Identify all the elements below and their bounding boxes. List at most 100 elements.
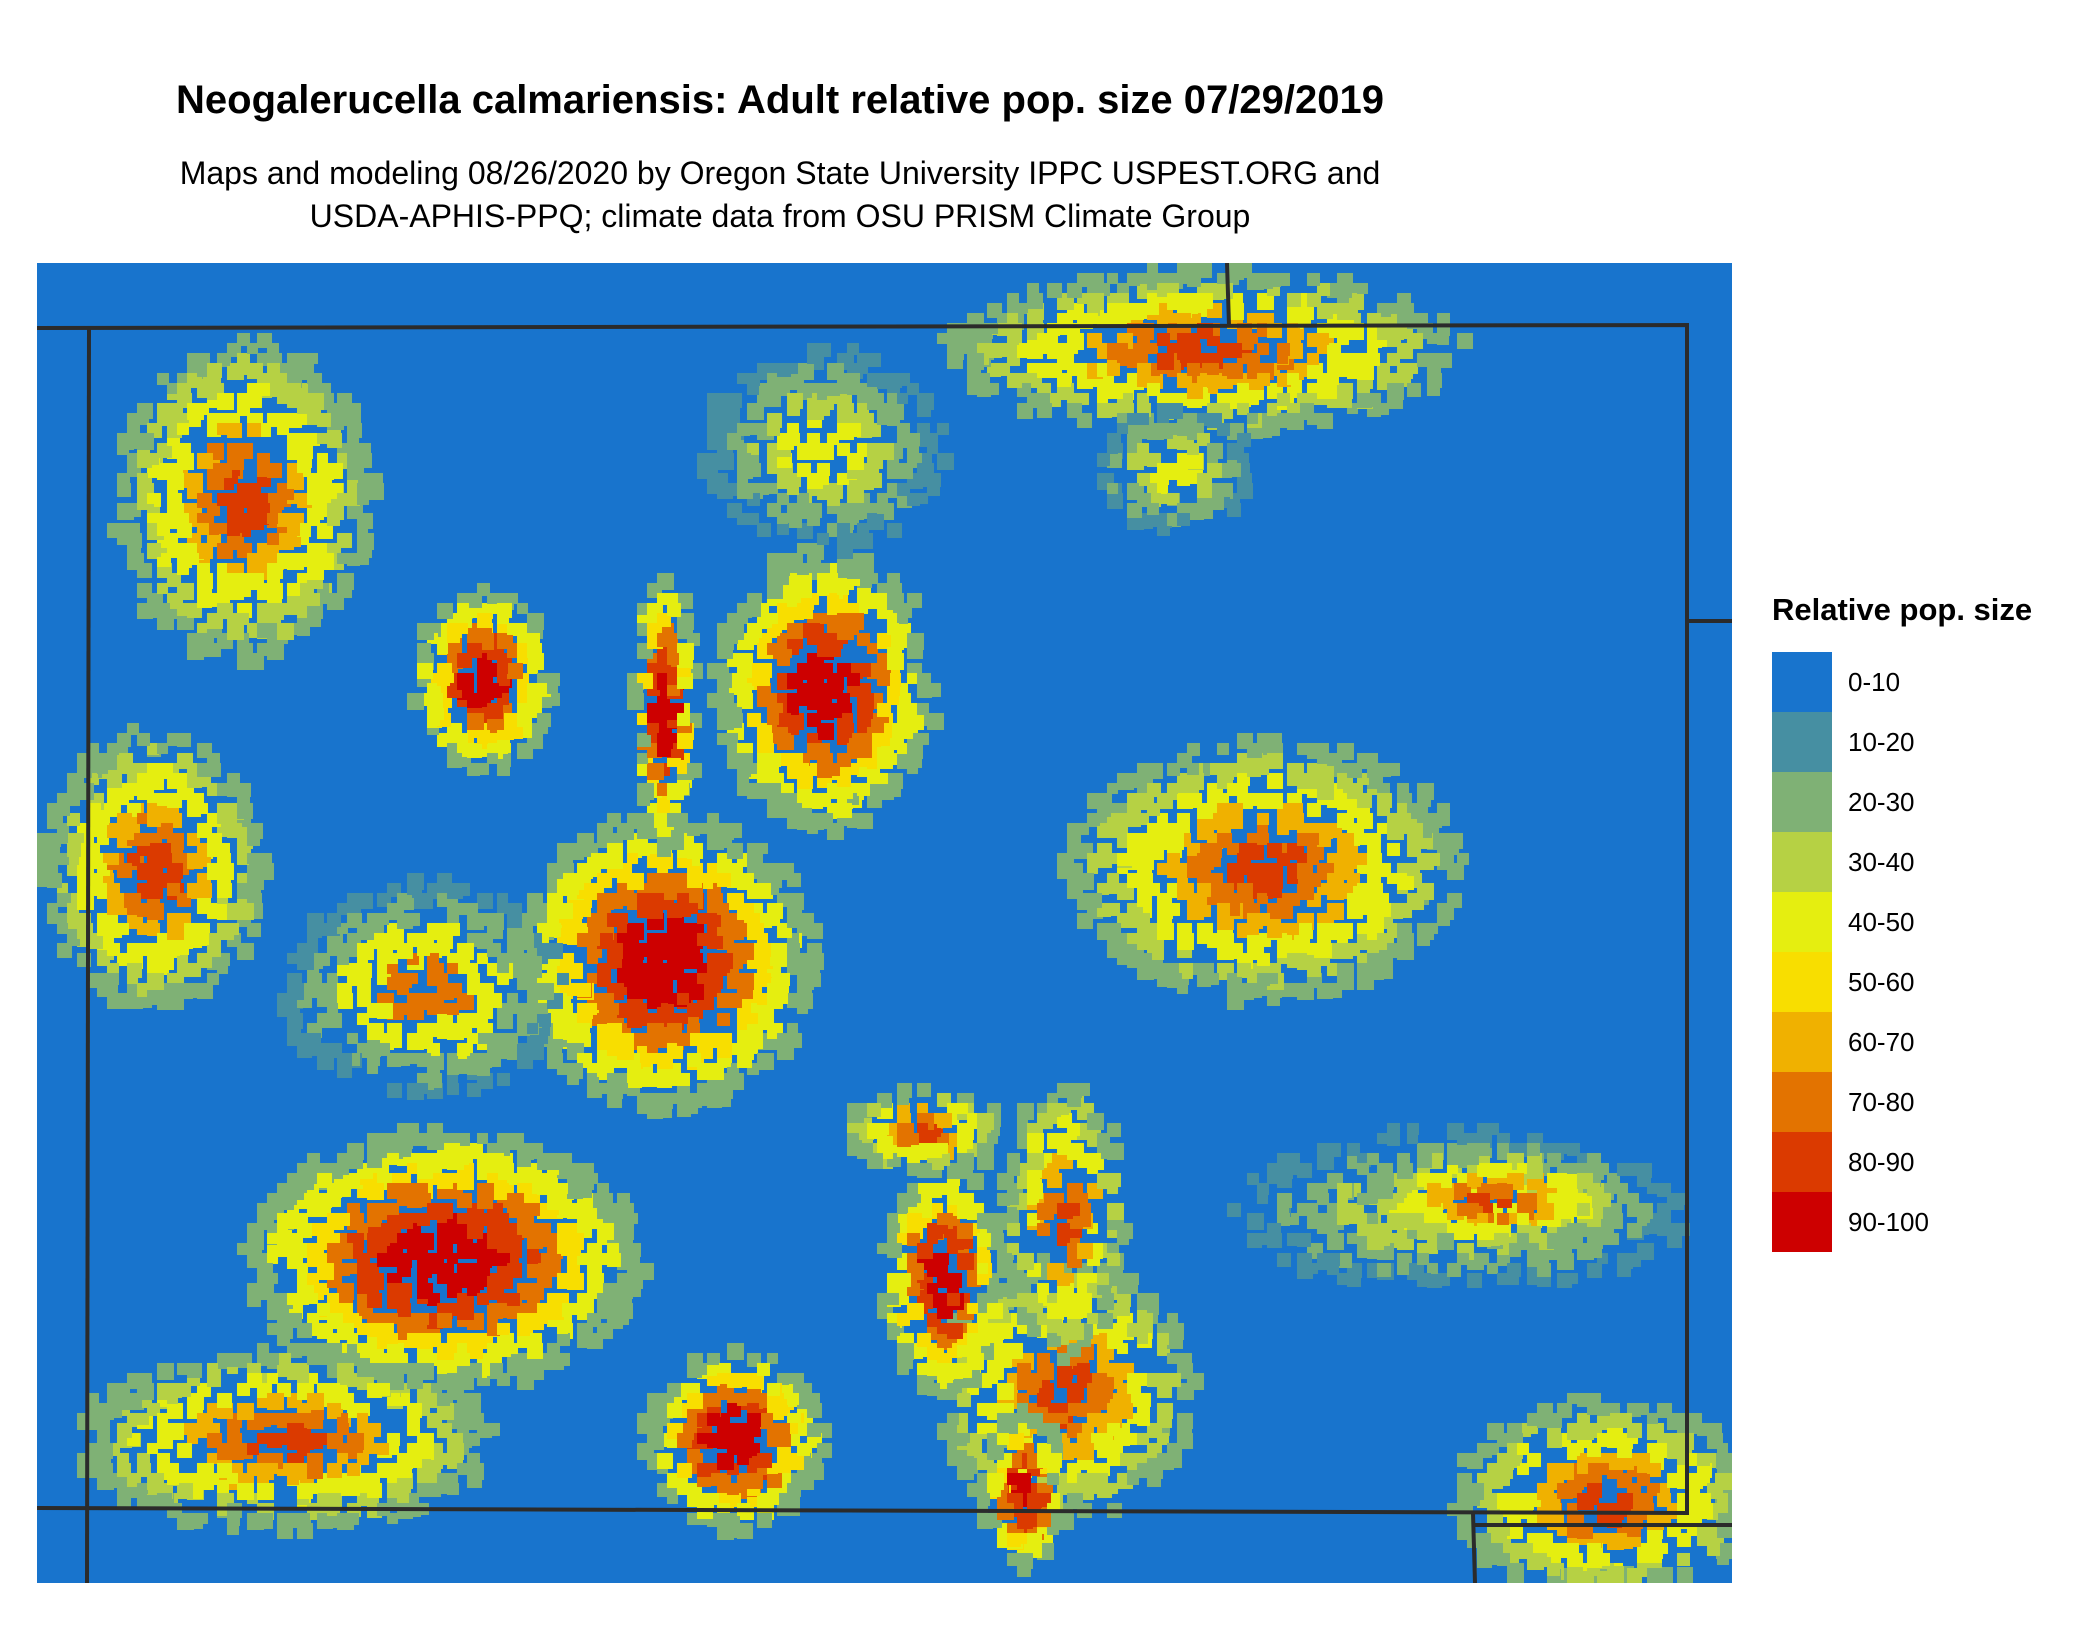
- raster-cell: [747, 373, 760, 386]
- raster-cell: [387, 1203, 399, 1215]
- population-patches: [37, 263, 1732, 1583]
- legend-item: 70-80: [1772, 1072, 2092, 1132]
- raster-cell: [267, 1433, 282, 1448]
- legend-item: 10-20: [1772, 712, 2092, 772]
- legend-swatch: [1772, 772, 1832, 832]
- legend-swatch: [1772, 1012, 1832, 1072]
- raster-cell: [1107, 273, 1118, 284]
- raster-cell: [507, 1003, 518, 1014]
- raster-cell: [1527, 1153, 1542, 1168]
- map-subtitle-line1: Maps and modeling 08/26/2020 by Oregon S…: [179, 155, 1381, 191]
- legend-item: 0-10: [1772, 652, 2092, 712]
- raster-cell: [287, 523, 300, 536]
- raster-cell: [1307, 943, 1319, 955]
- raster-cell: [457, 903, 469, 915]
- raster-cell: [207, 973, 219, 985]
- raster-cell: [487, 703, 503, 719]
- raster-cell: [407, 1403, 422, 1418]
- legend-label: 60-70: [1848, 1027, 1915, 1057]
- raster-cell: [887, 1123, 900, 1136]
- raster-cell: [1007, 1473, 1019, 1485]
- raster-cell: [387, 1183, 403, 1199]
- raster-cell: [517, 1363, 528, 1374]
- raster-cell: [237, 363, 249, 375]
- state-border-line: [37, 322, 1689, 1516]
- legend-swatch: [1772, 832, 1832, 892]
- legend-item: 50-60: [1772, 952, 2092, 1012]
- raster-cell: [1117, 1303, 1130, 1316]
- raster-cell: [1137, 1433, 1149, 1445]
- legend-swatch: [1772, 1132, 1832, 1192]
- legend-swatch: [1772, 712, 1832, 772]
- raster-cell: [667, 603, 680, 616]
- raster-cell: [1307, 833, 1319, 845]
- legend-label: 30-40: [1848, 847, 1915, 877]
- raster-cell: [1247, 933, 1259, 945]
- legend-label: 90-100: [1848, 1207, 1929, 1237]
- legend-item: 90-100: [1772, 1192, 2092, 1252]
- raster-cell: [197, 823, 209, 835]
- raster-cell: [917, 1103, 928, 1114]
- raster-cell: [197, 543, 213, 559]
- legend-swatch: [1772, 1072, 1832, 1132]
- raster-cell: [107, 963, 119, 975]
- raster-cell: [657, 593, 669, 605]
- raster-cell: [827, 703, 842, 718]
- legend-label: 80-90: [1848, 1147, 1915, 1177]
- legend-item: 30-40: [1772, 832, 2092, 892]
- raster-cell: [407, 993, 419, 1005]
- raster-cell: [1177, 423, 1190, 436]
- map-subtitle-line2: USDA-APHIS-PPQ; climate data from OSU PR…: [309, 198, 1251, 234]
- state-border-line: [85, 327, 91, 1583]
- raster-cell: [857, 353, 870, 366]
- raster-cell: [797, 443, 814, 460]
- raster-cell: [1287, 1233, 1300, 1246]
- raster-cell: [1427, 1263, 1438, 1274]
- raster-cell: [1047, 1163, 1059, 1175]
- legend-label: 70-80: [1848, 1087, 1915, 1117]
- raster-cell: [337, 1053, 352, 1068]
- raster-cell: [87, 973, 98, 984]
- legend-label: 20-30: [1848, 787, 1915, 817]
- raster-cell: [1567, 1273, 1578, 1284]
- raster-cell: [1577, 1243, 1594, 1260]
- raster-cell: [687, 1383, 700, 1396]
- raster-cell: [377, 1463, 389, 1475]
- legend-item: 40-50: [1772, 892, 2092, 952]
- legend-item: 80-90: [1772, 1132, 2092, 1192]
- legend-label: 0-10: [1848, 667, 1901, 697]
- legend-swatch: [1772, 652, 1832, 712]
- raster-cell: [127, 973, 138, 984]
- map-panel[interactable]: [37, 263, 1732, 1583]
- raster-cell: [947, 1383, 958, 1394]
- raster-cell: [747, 423, 758, 434]
- legend-label: 40-50: [1848, 907, 1915, 937]
- population-raster-map: [37, 263, 1732, 1583]
- state-borders: [37, 263, 1732, 1583]
- raster-cell: [1087, 293, 1104, 310]
- legend-item: 20-30: [1772, 772, 2092, 832]
- legend-swatch: [1772, 1192, 1832, 1252]
- legend-title: Relative pop. size: [1772, 592, 2033, 627]
- raster-cell: [57, 793, 69, 805]
- legend-swatch: [1772, 892, 1832, 952]
- map-title: Neogalerucella calmariensis: Adult relat…: [176, 78, 1384, 122]
- state-border-line: [1225, 263, 1231, 326]
- raster-cell: [1507, 1213, 1518, 1224]
- legend-label: 10-20: [1848, 727, 1915, 757]
- raster-cell: [77, 883, 88, 894]
- legend-label: 50-60: [1848, 967, 1915, 997]
- raster-cell: [1597, 1513, 1608, 1524]
- raster-cell: [1287, 943, 1298, 954]
- raster-cell: [1107, 453, 1122, 468]
- raster-cell: [677, 763, 688, 774]
- raster-cell: [847, 343, 859, 355]
- legend: Relative pop. size 0-10 10-20 20-30 30-40 40…: [1772, 592, 2092, 1252]
- raster-cell: [1087, 863, 1098, 874]
- legend-items: 0-10 10-20 20-30 30-40 40-50 50-60 60-70 70-80 8…: [1772, 652, 2092, 1252]
- legend-swatch: [1772, 952, 1832, 1012]
- raster-cell: [1097, 453, 1110, 466]
- map-background: [37, 263, 1732, 1583]
- raster-cell: [717, 1033, 732, 1048]
- legend-item: 60-70: [1772, 1012, 2092, 1072]
